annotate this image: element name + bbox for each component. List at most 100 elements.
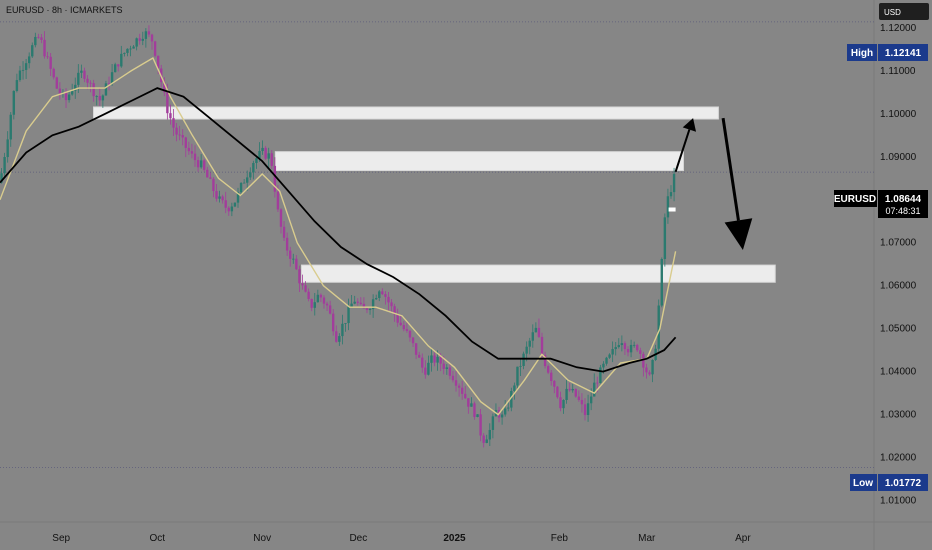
y-tick-label: 1.07000 [880,238,917,249]
candle-body [626,349,630,353]
current-candle-marker [668,207,676,212]
zone-1[interactable] [274,151,684,172]
candle-body [264,147,267,159]
candle-body [669,192,673,197]
candle-body [12,90,16,115]
candle-body [559,397,562,409]
candle-body [193,153,197,161]
candle-body [543,355,547,367]
candle-body [651,359,654,375]
candle-body [405,329,409,331]
candle-body [378,291,381,298]
candle-body [95,96,98,97]
candle-body [18,70,22,81]
time-axis-ticks: Sep Oct Nov Dec 2025 Feb Mar Apr [52,533,751,544]
candle-body [101,95,105,101]
x-tick-label: Sep [52,533,70,544]
candle-body [40,37,43,40]
down-arrow-shaft [721,117,740,221]
candle-body [550,372,553,381]
candle-body [233,202,237,207]
candle-body [199,160,203,168]
candle-body [374,297,378,300]
candle-body [476,414,479,418]
candle-body [15,80,19,91]
candle-body [123,52,126,54]
candle-body [126,48,129,53]
candle-body [172,118,175,128]
candle-body [338,336,341,342]
candle-body [503,408,507,415]
candle-body [89,82,92,84]
candle-body [583,404,587,416]
y-tick-label: 1.10000 [880,109,917,120]
chart-title: EURUSD · 8h · ICMARKETS [6,5,123,15]
candle-body [341,323,344,337]
candle-body [528,340,531,347]
candle-body [553,380,556,387]
candle-body [80,70,83,73]
candle-body [267,153,270,159]
candle-body [215,190,218,199]
candle-body [396,314,399,323]
candle-body [295,258,298,270]
candle-body [58,88,62,94]
candle-body [153,41,157,56]
svg-text:USD: USD [884,8,901,17]
candle-body [473,403,476,418]
candle-body [252,162,255,173]
candle-body [531,332,535,341]
candle-body [617,345,620,348]
candle-body [166,92,169,114]
candle-body [614,347,617,350]
candle-body [408,330,412,338]
candle-body [384,294,387,297]
zone-2[interactable] [301,264,776,283]
candle-body [304,285,307,292]
candle-body [328,305,332,314]
candle-body [298,269,301,284]
x-tick-label: Nov [253,533,271,544]
candle-body [381,291,384,295]
current-value-box [878,190,928,218]
candle-body [519,365,522,367]
zone-0[interactable] [93,106,719,120]
candle-body [525,346,528,354]
candle-body [289,250,292,259]
low-tag-box [850,474,877,491]
candle-body [83,70,86,79]
low-tag: Low [853,478,873,489]
candle-body [209,177,212,179]
candle-body [479,414,482,436]
low-value-box [878,474,928,491]
candle-body [608,354,611,358]
supply-demand-zones[interactable] [93,106,776,283]
candle-body [322,297,326,304]
candle-body [347,306,350,324]
up-arrow-shaft [674,129,691,173]
candle-body [464,393,467,399]
candle-body [439,356,442,364]
candle-body [356,301,359,303]
candle-body [639,350,642,354]
candle-body [310,298,313,308]
currency-button[interactable]: USD [879,3,929,20]
high-value: 1.12141 [885,48,922,59]
candle-body [629,344,633,353]
candle-body [178,134,181,136]
candle-body [3,157,6,174]
candle-body [6,139,9,158]
projection-arrows[interactable] [674,117,753,251]
candle-body [120,53,123,67]
candle-body [163,82,166,93]
candle-body [577,396,581,400]
y-tick-label: 1.12000 [880,23,917,34]
candle-body [242,182,246,184]
x-tick-label: 2025 [443,533,466,544]
candle-body [546,366,550,373]
candle-body [24,63,28,70]
candle-body [368,309,372,311]
y-tick-label: 1.05000 [880,324,917,335]
candle-body [460,387,464,394]
